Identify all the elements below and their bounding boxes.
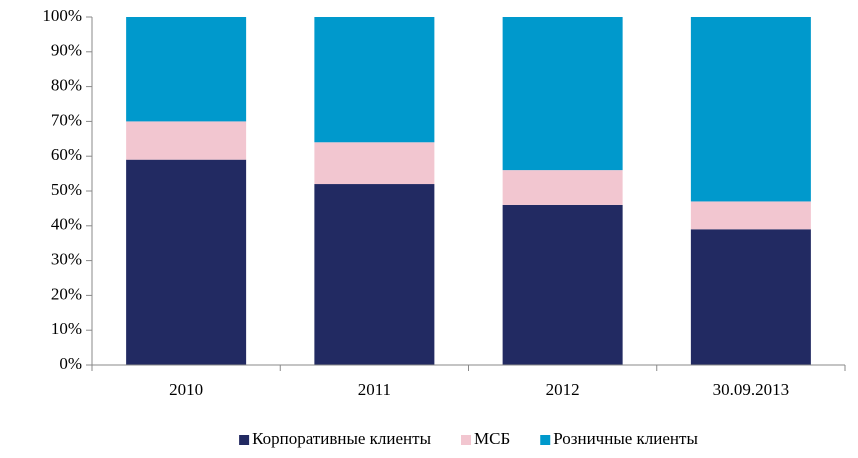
- y-tick-label: 0%: [59, 354, 82, 373]
- y-tick-label: 40%: [51, 215, 82, 234]
- y-tick-label: 20%: [51, 284, 82, 303]
- bar-segment: [314, 142, 435, 185]
- x-tick-label: 2012: [546, 380, 580, 399]
- legend-swatch: [239, 435, 250, 445]
- bar-segment: [126, 121, 247, 160]
- y-tick-label: 10%: [51, 319, 82, 338]
- y-tick-label: 30%: [51, 250, 82, 269]
- bar-segment: [126, 17, 247, 122]
- x-tick-label: 2011: [358, 380, 391, 399]
- y-tick-label: 100%: [42, 6, 82, 25]
- y-tick-label: 60%: [51, 145, 82, 164]
- legend: Корпоративные клиенты МСБ Розничные клиент…: [239, 429, 698, 448]
- bar-segment: [690, 201, 811, 230]
- bar-segment: [690, 17, 811, 202]
- legend-label: Розничные клиенты: [553, 429, 698, 448]
- bar-segment: [314, 17, 435, 143]
- legend-swatch: [540, 435, 551, 445]
- y-tick-label: 50%: [51, 180, 82, 199]
- x-tick-label: 2010: [169, 380, 203, 399]
- bar-segment: [502, 17, 623, 171]
- y-tick-label: 70%: [51, 110, 82, 129]
- bar-segment: [502, 170, 623, 205]
- legend-label: МСБ: [474, 429, 510, 448]
- bar-segment: [314, 184, 435, 365]
- legend-label: Корпоративные клиенты: [252, 429, 431, 448]
- x-tick-label: 30.09.2013: [713, 380, 790, 399]
- y-tick-label: 90%: [51, 41, 82, 60]
- legend-swatch: [461, 435, 472, 445]
- bar-segment: [502, 204, 623, 365]
- y-tick-label: 80%: [51, 76, 82, 95]
- bar-segment: [690, 229, 811, 365]
- bar-segment: [126, 159, 247, 365]
